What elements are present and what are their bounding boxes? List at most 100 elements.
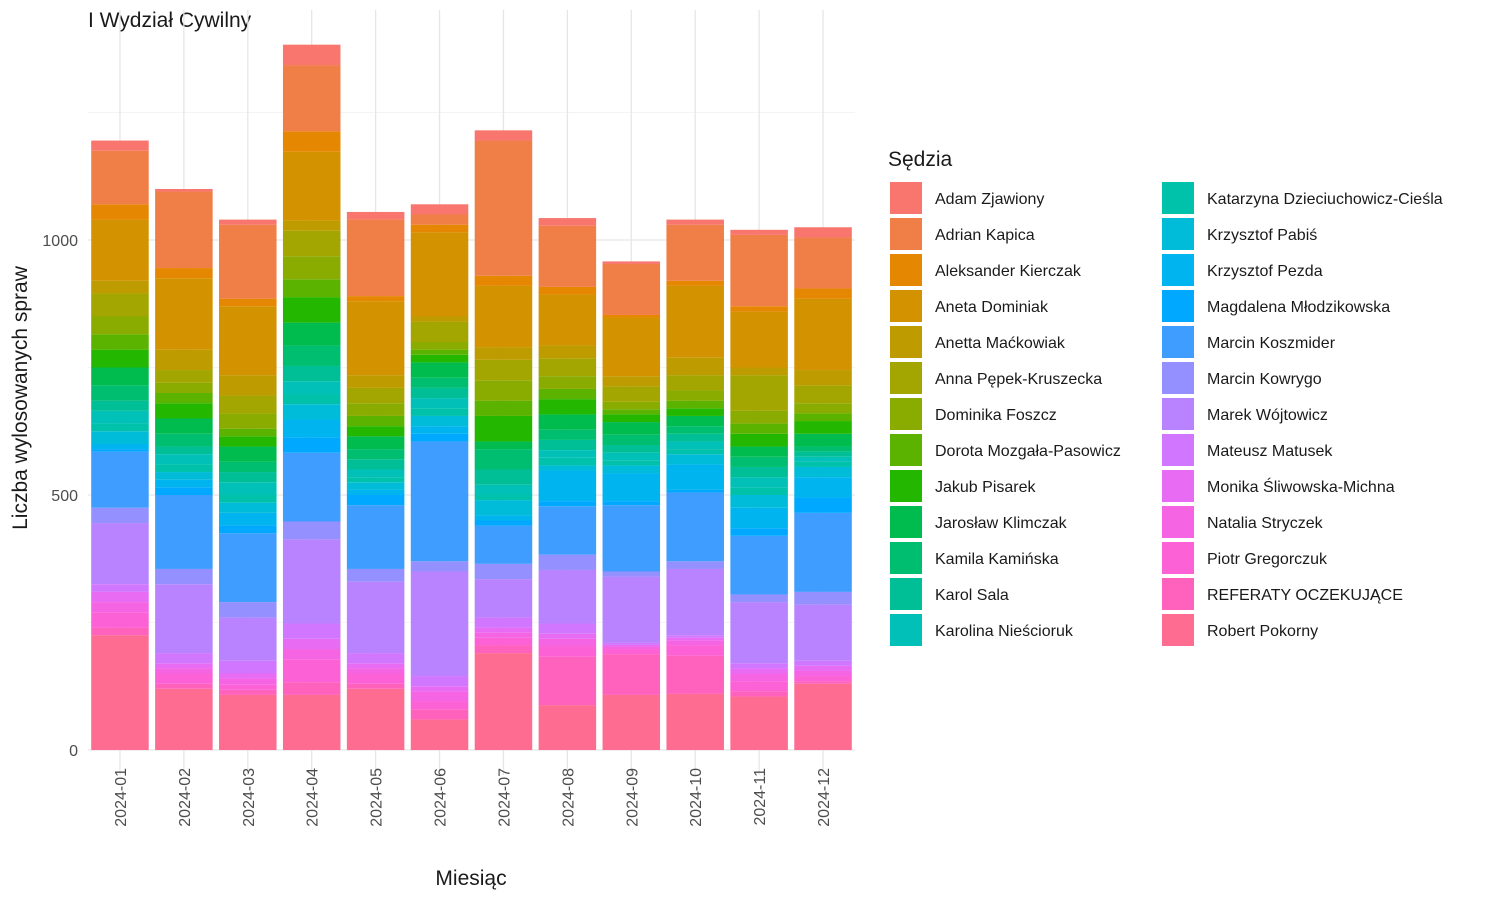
bar-segment [346,426,405,437]
bar-segment [730,507,788,529]
bar-segment [410,719,469,750]
bar-segment [794,456,852,462]
bar-segment [602,445,661,453]
bar-segment [666,568,724,636]
bar-segment [346,482,405,490]
bar-segment [346,415,405,427]
bar-segment [410,224,469,233]
bar-segment [474,617,533,628]
bar-segment [91,204,149,220]
bar-segment [538,294,597,346]
bar-segment [410,204,469,215]
bar-segment [602,386,661,402]
bar-segment [538,358,597,377]
bar-segment [474,415,533,442]
legend-swatch [890,182,922,214]
bar-segment [155,673,213,684]
bar-segment [91,293,149,317]
bar-segment [602,414,661,423]
bar-segment [346,668,405,674]
bar-segment [602,571,661,577]
bar-segment [794,681,852,684]
bar-segment [155,584,213,654]
axes: 0 500 1000 2024-01 2024-02 2024-03 2024-04 2024… [42,233,833,827]
legend-swatch [890,470,922,502]
bar-segment [91,444,149,450]
x-tick-label: 2024-10 [688,768,705,827]
legend-label: Natalia Stryczek [1207,515,1324,532]
bar-segment [730,367,788,376]
bar-segment [602,317,661,377]
bar-segment [219,219,277,225]
bar-segment [602,434,661,446]
legend-title: Sędzia [888,148,953,171]
bar-segment [219,533,277,603]
bar-segment [282,649,341,660]
bar-segment [219,472,277,483]
bar-segment [538,554,597,570]
bar-segment [219,224,277,299]
bar-segment [666,454,724,465]
bar-segment [666,415,724,427]
bar-segment [666,400,724,409]
bar-segment [155,487,213,495]
bar-segment [219,689,277,695]
chart-title: I Wydział Cywilny [88,9,252,32]
bar-segment [474,637,533,646]
bar-segment [282,151,341,221]
bar-segment [730,673,788,682]
bar-segment [666,285,724,358]
bar-segment [155,268,213,279]
bar-segment [155,568,213,585]
bar-segment [346,387,405,404]
bar-segment [474,484,533,495]
bar-segment [155,382,213,393]
legend-swatch [890,542,922,574]
legend-swatch [1162,362,1194,394]
x-tick-label: 2024-04 [305,768,322,827]
bar-segment [155,403,213,419]
bar-segment [282,297,341,323]
bar-segment [474,380,533,401]
x-tick-label: 2024-11 [752,768,769,826]
bar-segment [219,602,277,618]
bar-segment [282,452,341,522]
bar-segment [474,495,533,501]
legend-label: Mateusz Matusek [1207,443,1333,460]
bar-segment [474,632,533,638]
bar-segment [794,433,852,447]
bar-segment [155,464,213,473]
bar-segment [91,423,149,432]
bar-segment [730,691,788,697]
bar-segment [538,633,597,639]
bar-segment [474,515,533,521]
bar-segment [666,489,724,493]
bar-segment [282,220,341,231]
bar-segment [282,638,341,650]
bar-segment [538,457,597,466]
bar-segment [155,454,213,465]
bar-segment [666,561,724,569]
bar-segment [602,642,661,645]
bar-segment [346,653,405,664]
bar-segment [219,298,277,307]
legend: Sędzia Adam Zjawiony Adrian Kapica Aleksan… [888,148,1443,646]
bar-segment [91,150,149,205]
bar-segment [282,230,341,257]
bar-segment [219,617,277,661]
bar-segment [666,492,724,562]
bar-segment [602,654,661,695]
bar-segment [666,280,724,286]
bar-segment [219,495,277,503]
bar-segment [794,288,852,299]
bar-segment [474,130,533,141]
bar-segment [666,635,724,638]
bar-segment [730,306,788,312]
bar-segment [794,591,852,605]
bar-segment [794,512,852,592]
bar-segment [602,501,661,506]
bar-segment [282,539,341,624]
bar-segment [282,394,341,405]
bar-segment [410,214,469,225]
bar-segment [219,413,277,429]
